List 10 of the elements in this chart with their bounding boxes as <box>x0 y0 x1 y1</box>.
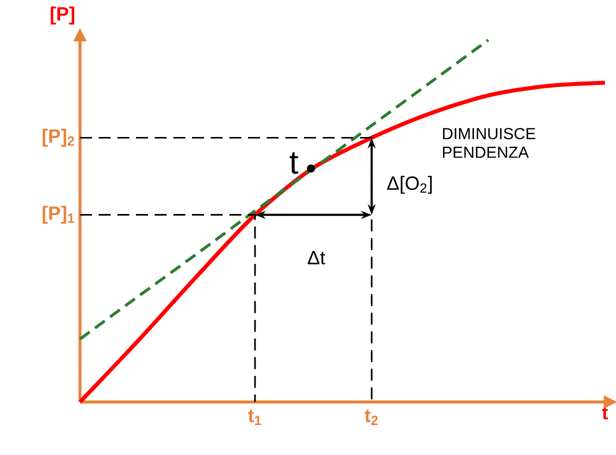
annotation: t <box>290 152 298 174</box>
annotation: Δ[O$_{2}$] <box>387 176 432 194</box>
x-tick-label: t$_{2}$ <box>364 410 378 425</box>
y-axis-title: [P] <box>50 6 74 24</box>
ref-line-label: [P]$_{1}$ <box>42 206 74 224</box>
ref-line-label: [P]$_{2}$ <box>42 128 74 147</box>
x-axis-title: t <box>602 406 608 420</box>
x-tick-label: t$_{1}$ <box>248 410 262 425</box>
annotation: DIMINUISCE PENDENZA <box>443 128 536 158</box>
annotation: Δt <box>308 251 326 264</box>
